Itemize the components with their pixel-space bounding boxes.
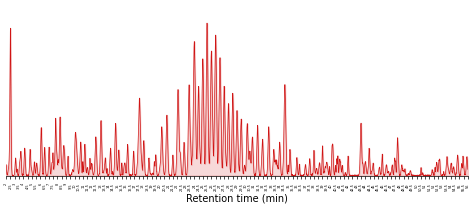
- X-axis label: Retention time (min): Retention time (min): [186, 194, 288, 204]
